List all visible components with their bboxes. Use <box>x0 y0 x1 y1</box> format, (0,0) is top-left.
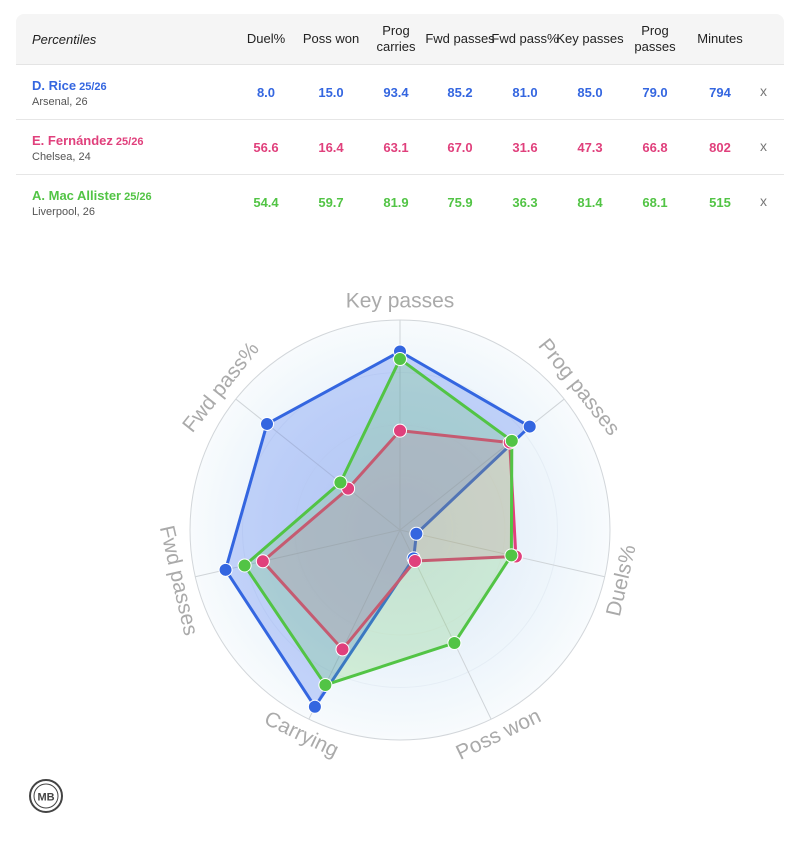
cell-prog-carries: 63.1 <box>383 139 409 155</box>
cell-duel-pct: 54.4 <box>253 194 279 210</box>
radar-point <box>307 699 322 714</box>
player-name[interactable]: A. Mac Allister 25/26 <box>32 188 152 203</box>
cell-prog-carries: 93.4 <box>383 84 409 100</box>
logo-text: MB <box>37 792 54 804</box>
cell-poss-won: 59.7 <box>318 194 344 210</box>
radar-point <box>393 352 407 367</box>
player-name[interactable]: D. Rice 25/26 <box>32 78 107 93</box>
cell-fwd-passes: 67.0 <box>447 139 473 155</box>
cell-minutes: 515 <box>709 194 731 210</box>
cell-poss-won: 16.4 <box>318 139 344 155</box>
cell-fwd-passes: 75.9 <box>447 194 473 210</box>
radar-point <box>333 475 348 490</box>
table-header: Percentiles Duel% Poss won Prog carries … <box>16 14 784 65</box>
mb-logo-icon: MB <box>29 779 63 813</box>
col-fwd-pass-pct[interactable]: Fwd pass% <box>491 31 559 46</box>
radar-point <box>447 635 462 650</box>
col-minutes[interactable]: Minutes <box>697 31 743 46</box>
radar-spoke <box>399 398 565 531</box>
radar-point <box>504 548 519 563</box>
remove-player-button[interactable]: x <box>760 193 767 209</box>
radar-point <box>260 416 275 431</box>
radar-point <box>237 558 252 573</box>
player-club: Liverpool, 26 <box>32 206 95 218</box>
percentiles-label: Percentiles <box>32 32 97 47</box>
col-prog-passes[interactable]: Prog passes <box>634 23 676 54</box>
radar-point <box>407 554 422 569</box>
col-duel-pct[interactable]: Duel% <box>246 31 286 46</box>
cell-key-passes: 85.0 <box>577 84 603 100</box>
cell-key-passes: 81.4 <box>577 194 603 210</box>
cell-fwd-pass-pct: 81.0 <box>512 84 538 100</box>
radar-spoke <box>399 529 605 578</box>
radar-point <box>522 419 537 434</box>
cell-prog-passes: 66.8 <box>642 139 668 155</box>
col-prog-carries[interactable]: Prog carries <box>376 23 416 54</box>
cell-duel-pct: 8.0 <box>256 84 276 100</box>
remove-player-button[interactable]: x <box>760 83 767 99</box>
cell-minutes: 794 <box>709 84 731 100</box>
radar-point <box>318 677 333 692</box>
player-row-fernandez: E. Fernández 25/26 Chelsea, 24 56.6 16.4 … <box>16 120 784 175</box>
cell-poss-won: 15.0 <box>318 84 344 100</box>
cell-prog-carries: 81.9 <box>383 194 409 210</box>
radar-point <box>409 526 424 541</box>
col-key-passes[interactable]: Key passes <box>556 31 624 46</box>
radar-point <box>335 642 350 657</box>
cell-fwd-passes: 85.2 <box>447 84 473 100</box>
player-row-rice: D. Rice 25/26 Arsenal, 26 8.0 15.0 93.4 8… <box>16 65 784 120</box>
cell-prog-passes: 79.0 <box>642 84 668 100</box>
cell-duel-pct: 56.6 <box>253 139 279 155</box>
player-name[interactable]: E. Fernández 25/26 <box>32 133 144 148</box>
radar-point <box>504 433 519 448</box>
radar-point <box>255 554 270 569</box>
radar-axis-label: Key passes <box>346 290 455 313</box>
radar-point <box>218 562 233 577</box>
remove-player-button[interactable]: x <box>760 138 767 154</box>
col-poss-won[interactable]: Poss won <box>302 31 360 46</box>
radar-point <box>393 423 407 438</box>
cell-minutes: 802 <box>709 139 731 155</box>
percentile-table: Percentiles Duel% Poss won Prog carries … <box>16 14 784 229</box>
player-row-mac-allister: A. Mac Allister 25/26 Liverpool, 26 54.4 … <box>16 175 784 229</box>
cell-fwd-pass-pct: 31.6 <box>512 139 538 155</box>
cell-prog-passes: 68.1 <box>642 194 668 210</box>
col-fwd-passes[interactable]: Fwd passes <box>425 31 495 46</box>
player-club: Chelsea, 24 <box>32 151 91 163</box>
player-club: Arsenal, 26 <box>32 96 88 108</box>
cell-fwd-pass-pct: 36.3 <box>512 194 538 210</box>
cell-key-passes: 47.3 <box>577 139 603 155</box>
radar-series-2 <box>243 357 514 687</box>
